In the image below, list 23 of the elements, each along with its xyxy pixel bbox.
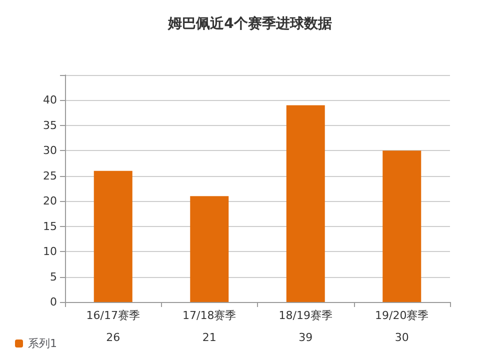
y-tick-label: 5 bbox=[50, 270, 57, 284]
y-tick-label: 20 bbox=[43, 194, 57, 208]
data-label: 21 bbox=[202, 331, 216, 344]
y-tick-label: 25 bbox=[43, 169, 57, 182]
data-label: 39 bbox=[298, 331, 313, 344]
y-tick-label: 30 bbox=[43, 144, 57, 158]
data-label: 30 bbox=[394, 331, 409, 344]
y-tick-label: 35 bbox=[43, 118, 57, 132]
x-tick-label: 16/17赛季 bbox=[86, 309, 140, 322]
y-tick-label: 40 bbox=[43, 94, 57, 107]
bar bbox=[190, 196, 229, 302]
x-tick-label: 17/18赛季 bbox=[182, 309, 236, 322]
x-tick-label: 19/20赛季 bbox=[375, 309, 429, 322]
bar bbox=[286, 105, 325, 302]
y-tick-label: 0 bbox=[50, 296, 57, 308]
data-label: 26 bbox=[106, 331, 120, 344]
bar bbox=[382, 150, 422, 302]
legend-label: 系列1 bbox=[28, 337, 57, 350]
y-tick-label: 10 bbox=[43, 245, 57, 258]
bar bbox=[94, 170, 132, 302]
y-tick-label: 15 bbox=[43, 220, 57, 233]
chart-title: 姆巴佩近4个赛季进球数据 bbox=[167, 15, 332, 32]
x-tick-label: 18/19赛季 bbox=[278, 309, 332, 322]
